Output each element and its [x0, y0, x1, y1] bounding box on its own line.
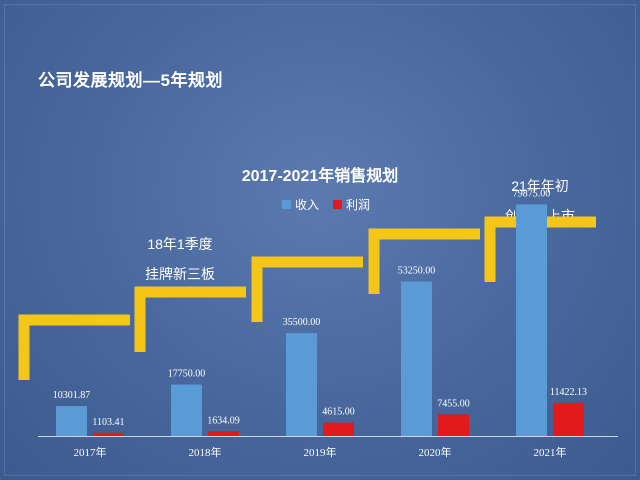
- legend-swatch-revenue: [282, 200, 291, 209]
- data-label-profit-4: 7455.00: [437, 398, 470, 409]
- step-bracket-4: [368, 228, 480, 294]
- step-bracket-3: [251, 256, 363, 322]
- annotation-ipo-neeq: 18年1季度 挂牌新三板: [120, 234, 240, 284]
- data-label-revenue-5: 79875.00: [513, 188, 551, 199]
- step-bracket-2: [134, 286, 246, 352]
- data-label-revenue-4: 53250.00: [398, 266, 436, 277]
- x-tick-label-3: 2019年: [304, 445, 337, 459]
- data-label-revenue-3: 35500.00: [283, 317, 321, 328]
- x-tick-label-5: 2021年: [534, 445, 567, 459]
- step-bracket-1: [18, 314, 130, 380]
- slide-frame: [4, 4, 636, 476]
- x-tick-label-2: 2018年: [189, 445, 222, 459]
- bar-profit-3: [323, 422, 354, 436]
- data-label-revenue-2: 17750.00: [168, 369, 206, 380]
- chart-title: 2017-2021年销售规划: [241, 168, 399, 185]
- x-tick-label-1: 2017年: [74, 445, 107, 459]
- bar-revenue-5: [516, 204, 547, 436]
- annotation-line-1: 21年年初: [511, 178, 569, 194]
- data-label-profit-3: 4615.00: [322, 407, 355, 418]
- legend-label-revenue: 收入: [295, 198, 320, 212]
- data-label-profit-1: 1103.41: [92, 417, 124, 428]
- bar-profit-4: [438, 414, 469, 436]
- bar-profit-5: [553, 402, 584, 436]
- data-label-revenue-1: 10301.87: [53, 390, 91, 401]
- bar-profit-2: [208, 431, 239, 436]
- bar-revenue-1: [56, 406, 87, 436]
- x-tick-label-4: 2020年: [419, 445, 452, 459]
- legend-item-revenue: 收入: [282, 196, 319, 213]
- step-bracket-5: [484, 216, 596, 282]
- data-label-profit-5: 11422.13: [550, 387, 587, 398]
- page-title: 公司发展规划—5年规划: [38, 71, 223, 90]
- annotation-line-1: 18年1季度: [147, 236, 213, 252]
- bar-revenue-2: [171, 384, 202, 436]
- legend-label-profit: 利润: [346, 198, 371, 212]
- data-label-profit-2: 1634.09: [207, 415, 240, 426]
- annotation-line-2: 挂牌新三板: [145, 266, 215, 282]
- legend-item-profit: 利润: [333, 196, 370, 213]
- legend-swatch-profit: [333, 200, 343, 209]
- bar-profit-1: [93, 432, 124, 436]
- chart-legend: 收入 利润: [282, 196, 370, 213]
- bar-revenue-4: [401, 281, 432, 436]
- bar-revenue-3: [286, 333, 317, 436]
